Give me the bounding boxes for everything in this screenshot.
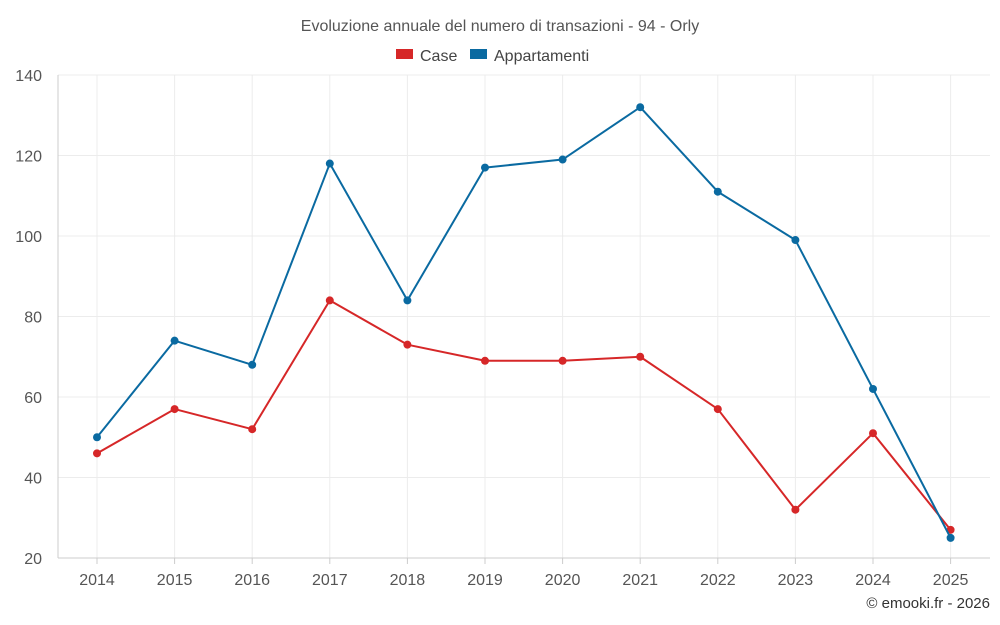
- series-appartamenti: [93, 103, 955, 542]
- data-point: [325, 159, 334, 168]
- data-point: [791, 505, 800, 514]
- data-point: [325, 296, 334, 305]
- data-point: [403, 340, 412, 349]
- x-tick-label: 2015: [157, 572, 193, 589]
- data-point: [713, 187, 722, 196]
- data-point: [791, 236, 800, 245]
- data-point: [170, 336, 179, 345]
- legend-swatch: [396, 49, 413, 59]
- y-tick-label: 140: [15, 68, 42, 85]
- axes: 20 40 60 80 100 120 140 2014 2015 2016 2017 2018 201…: [15, 68, 990, 589]
- series-line: [96, 299, 952, 531]
- data-point: [558, 155, 567, 164]
- x-tick-label: 2016: [234, 572, 270, 589]
- credit-text: © emooki.fr - 2026: [866, 595, 990, 612]
- data-point: [713, 405, 722, 414]
- legend-label: Case: [420, 48, 457, 65]
- y-tick-label: 120: [15, 149, 42, 166]
- data-point: [481, 163, 489, 172]
- x-tick-label: 2020: [545, 572, 581, 589]
- series-layer: [93, 103, 955, 542]
- series-case: [93, 296, 955, 534]
- series-line: [96, 106, 952, 539]
- data-point: [636, 352, 645, 361]
- x-tick-label: 2025: [933, 572, 969, 589]
- y-tick-label: 20: [24, 551, 42, 568]
- data-point: [946, 525, 955, 534]
- legend-item-case: Case: [396, 48, 457, 65]
- data-point: [170, 405, 179, 414]
- data-point: [93, 433, 101, 442]
- data-point: [93, 449, 101, 458]
- x-tick-label: 2021: [622, 572, 658, 589]
- legend: Case Appartamenti: [396, 48, 589, 65]
- legend-item-appartamenti: Appartamenti: [470, 48, 589, 65]
- x-tick-label: 2023: [778, 572, 814, 589]
- chart-title: Evoluzione annuale del numero di transaz…: [301, 18, 699, 35]
- data-point: [248, 360, 257, 369]
- x-tick-label: 2019: [467, 572, 503, 589]
- data-point: [403, 296, 412, 305]
- x-tick-label: 2014: [79, 572, 115, 589]
- y-tick-label: 100: [15, 229, 42, 246]
- x-tick-label: 2022: [700, 572, 736, 589]
- legend-swatch: [470, 49, 487, 59]
- data-point: [946, 533, 955, 542]
- data-point: [481, 356, 489, 365]
- legend-label: Appartamenti: [494, 48, 589, 65]
- data-point: [636, 103, 645, 112]
- grid-lines: [58, 74, 990, 559]
- x-tick-label: 2024: [855, 572, 891, 589]
- x-tick-label: 2018: [390, 572, 426, 589]
- data-point: [248, 425, 257, 434]
- y-tick-label: 60: [24, 390, 42, 407]
- data-point: [869, 384, 877, 393]
- y-tick-label: 80: [24, 310, 42, 327]
- x-tick-label: 2017: [312, 572, 348, 589]
- y-tick-label: 40: [24, 471, 42, 488]
- data-point: [558, 356, 567, 365]
- data-point: [869, 429, 877, 438]
